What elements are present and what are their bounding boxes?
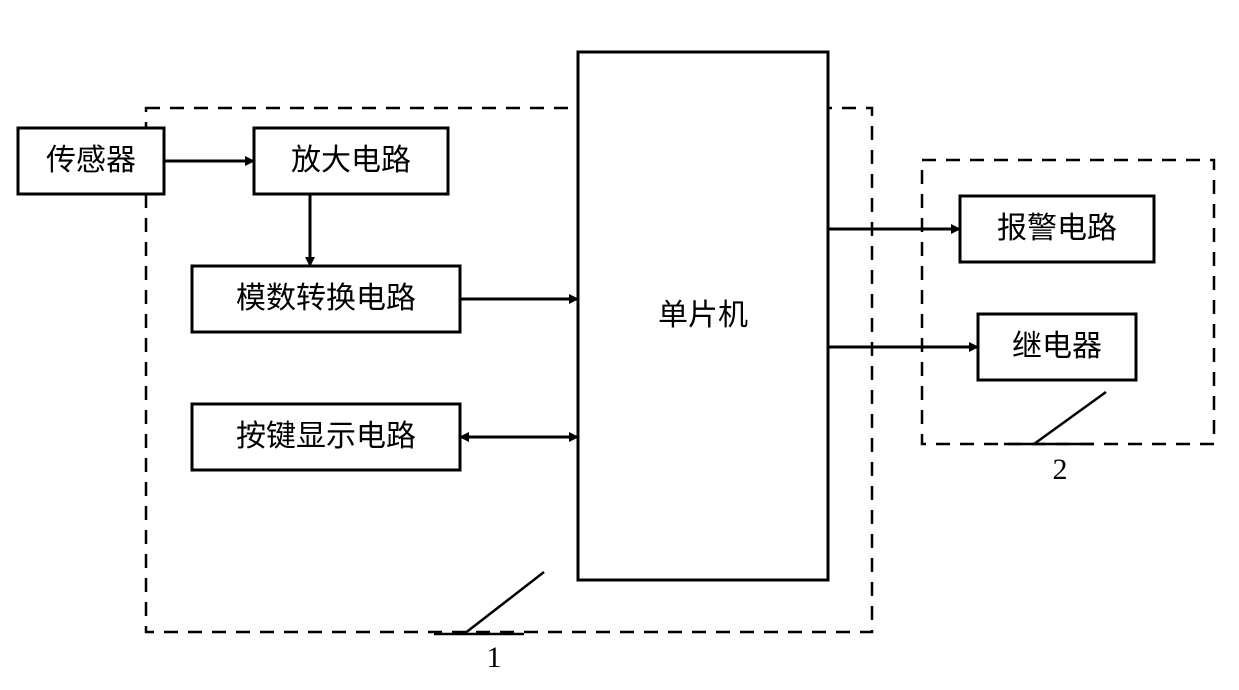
box-sensor-label: 传感器 — [46, 144, 136, 177]
ref-label-ref2: 2 — [1053, 453, 1068, 486]
box-keypad: 按键显示电路 — [192, 404, 460, 470]
box-relay: 继电器 — [978, 314, 1136, 380]
box-alarm-label: 报警电路 — [997, 212, 1117, 245]
ref-label-ref1: 1 — [487, 641, 502, 674]
box-mcu-label: 单片机 — [658, 299, 748, 332]
box-adc-label: 模数转换电路 — [236, 282, 416, 315]
box-amplifier-label: 放大电路 — [291, 144, 411, 177]
box-mcu: 单片机 — [578, 52, 828, 580]
ref-leader-ref2 — [1034, 392, 1106, 444]
box-alarm: 报警电路 — [960, 196, 1154, 262]
box-sensor: 传感器 — [18, 128, 164, 194]
box-amplifier: 放大电路 — [254, 128, 448, 194]
box-relay-label: 继电器 — [1012, 330, 1102, 363]
box-keypad-label: 按键显示电路 — [236, 420, 416, 453]
ref-leader-ref1 — [464, 572, 544, 634]
box-adc: 模数转换电路 — [192, 266, 460, 332]
